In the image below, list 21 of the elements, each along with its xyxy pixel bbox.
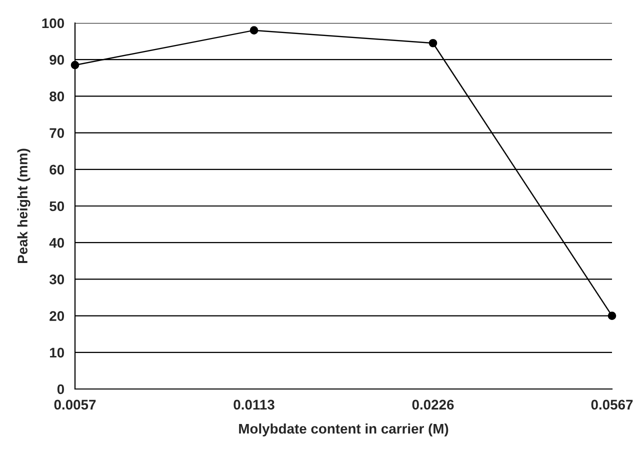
x-tick-label: 0.0057 — [54, 400, 96, 410]
y-tick-label: 100 — [42, 18, 64, 28]
y-tick-label: 10 — [50, 348, 64, 358]
y-tick-label: 70 — [50, 128, 64, 138]
x-tick-label: 0.0567 — [591, 400, 633, 410]
y-tick-label: 60 — [50, 164, 64, 175]
y-tick-label: 40 — [49, 238, 64, 248]
point — [428, 38, 438, 48]
x-tick-label: 0.0113 — [234, 400, 274, 410]
y-tick-label: 0 — [57, 384, 64, 394]
point — [70, 60, 80, 70]
x-tick-label: 0.0226 — [412, 400, 454, 410]
y-tick-label: 50 — [50, 201, 64, 212]
y-tick-label: 30 — [49, 274, 64, 284]
point — [250, 26, 258, 34]
y-tick-label: 90 — [50, 54, 64, 65]
y-tick-label: 80 — [50, 92, 64, 102]
y-tick-label: 20 — [50, 311, 64, 321]
y-axis-title: Peak height (mm) — [17, 148, 30, 263]
point — [608, 312, 616, 320]
x-axis-title: Molybdate content in carrier (M) — [239, 423, 448, 436]
